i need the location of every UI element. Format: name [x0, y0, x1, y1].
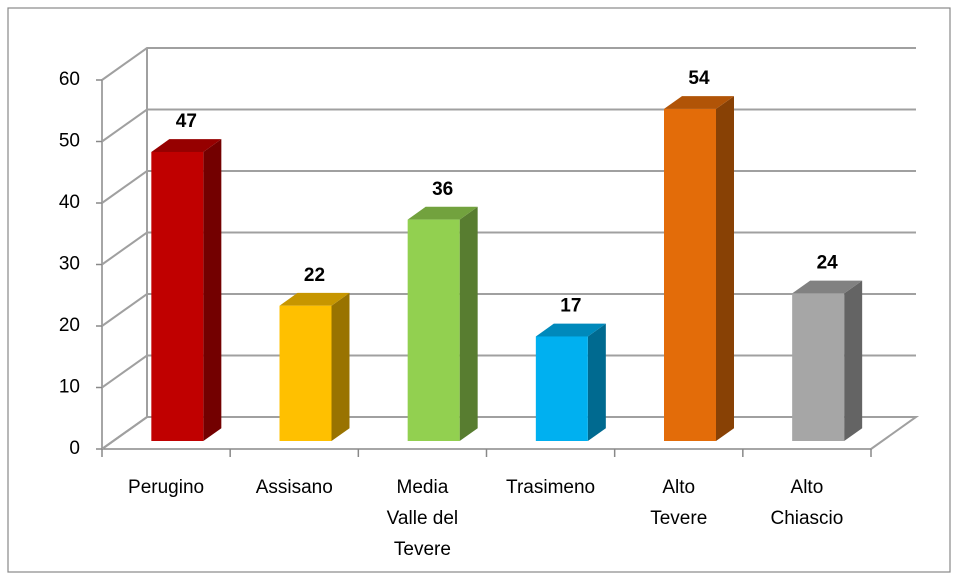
x-tick-label: Trasimeno: [506, 477, 595, 498]
bar-front: [151, 151, 204, 441]
x-tick-label: Media Valle del Tevere: [387, 477, 458, 560]
bar-front: [279, 305, 332, 441]
y-tick-label: 10: [59, 377, 80, 398]
bar: [792, 280, 863, 441]
bar: [407, 206, 478, 441]
value-label: 47: [176, 111, 197, 132]
value-label: 36: [432, 179, 453, 200]
y-tick-label: 20: [59, 315, 80, 336]
grid-line: [101, 231, 916, 266]
y-tick-label: 60: [59, 69, 80, 90]
bar-front: [792, 293, 845, 441]
y-tick-label: 50: [59, 131, 80, 152]
value-label: 22: [304, 265, 325, 286]
bar-front: [664, 108, 716, 442]
bar-front: [407, 219, 460, 441]
bar-side: [587, 323, 606, 441]
bar-side: [844, 280, 863, 441]
grid-line: [101, 354, 916, 389]
value-label: 17: [560, 296, 581, 317]
grid-line: [101, 108, 916, 143]
bar: [535, 323, 606, 441]
bar-top: [407, 206, 478, 220]
grid-line: [101, 293, 916, 327]
bar: [664, 96, 734, 442]
bar-side: [331, 292, 350, 441]
bar: [151, 139, 222, 441]
x-tick-label: Assisano: [256, 477, 333, 498]
value-label: 54: [688, 68, 710, 89]
bar-top: [151, 139, 222, 152]
x-tick-label: Alto Tevere: [650, 477, 707, 529]
x-tick-label: Perugino: [128, 477, 204, 498]
bar-side: [203, 139, 222, 441]
value-label: 24: [817, 253, 839, 274]
x-tick-label: Alto Chiascio: [770, 477, 843, 529]
bar: [279, 292, 350, 441]
y-tick-label: 30: [59, 254, 80, 275]
bar-side: [459, 206, 478, 441]
bar-top: [535, 323, 606, 337]
bar-top: [664, 96, 734, 109]
y-tick-label: 0: [69, 438, 80, 459]
y-tick-label: 40: [59, 192, 80, 213]
bar-side: [716, 96, 734, 441]
bar-top: [792, 280, 863, 294]
grid-line: [101, 170, 916, 204]
bar-front: [535, 336, 588, 441]
grid-line: [101, 47, 916, 81]
grid-line: [101, 416, 916, 450]
bar-top: [279, 292, 350, 306]
